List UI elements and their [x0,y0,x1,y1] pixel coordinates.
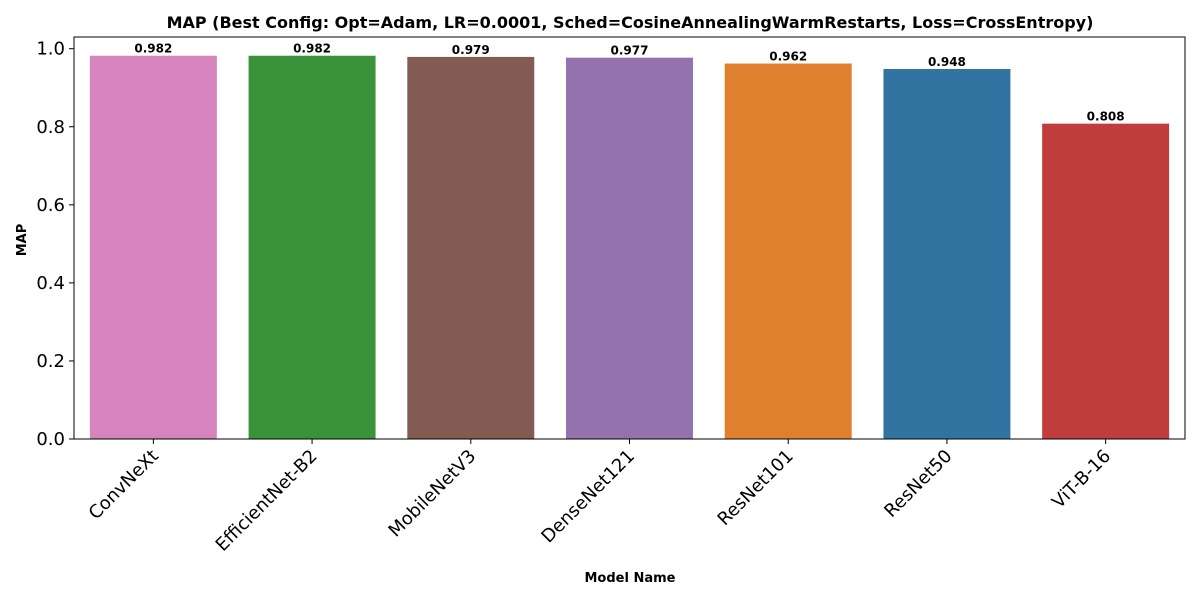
bar-vit-b-16 [1042,123,1170,440]
y-tick-label: 0.2 [36,351,65,372]
bar-densenet121 [566,57,693,440]
data-labels-layer: 0.982 0.982 0.979 0.977 0.962 0.948 0.808 [134,42,1124,124]
y-tick-label: 1.0 [36,39,65,60]
x-axis-label: Model Name [585,571,676,586]
bar-mobilenetv3 [407,56,535,440]
plot-frame [73,36,1186,440]
y-axis-label: MAP [15,224,30,257]
bars-layer [89,55,1170,440]
data-label: 0.977 [611,44,649,58]
x-tick-label: ResNet50 [880,446,956,522]
bar-resnet50 [883,69,1011,440]
bar-convnext [89,55,217,440]
data-label: 0.808 [1087,110,1125,124]
x-tick-label: EfficientNet-B2 [212,446,322,556]
y-axis: 0.0 0.2 0.4 0.6 0.8 1.0 [36,39,74,450]
y-tick-label: 0.6 [36,195,65,216]
x-axis: ConvNeXt EfficientNet-B2 MobileNetV3 DenseN… [85,439,1115,556]
data-label: 0.982 [134,42,172,56]
x-tick-label: MobileNetV3 [385,446,481,542]
data-label: 0.948 [928,55,966,69]
bar-efficientnet-b2 [248,55,376,440]
y-tick-label: 0.4 [36,273,65,294]
y-tick-label: 0.8 [36,117,65,138]
x-tick-label: ViT-B-16 [1048,446,1115,513]
x-tick-label: ResNet101 [714,446,798,530]
data-label: 0.979 [452,43,490,57]
chart-title: MAP (Best Config: Opt=Adam, LR=0.0001, S… [167,13,1094,32]
bar-resnet101 [724,63,852,440]
data-label: 0.982 [293,42,331,56]
y-tick-label: 0.0 [36,429,65,450]
data-label: 0.962 [769,50,807,64]
x-tick-label: ConvNeXt [85,446,163,524]
x-tick-label: DenseNet121 [537,446,639,548]
